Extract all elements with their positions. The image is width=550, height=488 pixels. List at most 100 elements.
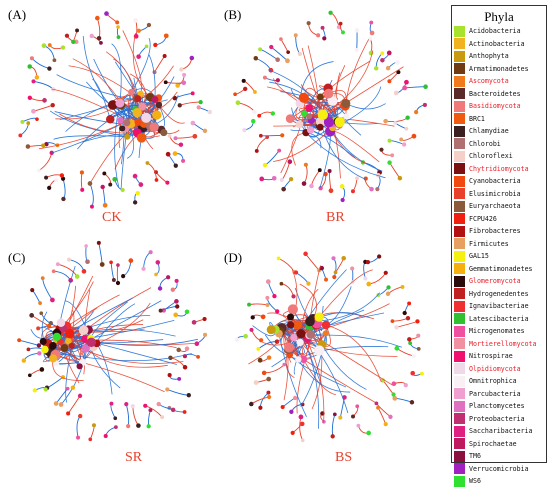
network-node bbox=[249, 402, 254, 407]
legend-item: Mortierellomycota bbox=[452, 338, 546, 351]
network-node bbox=[175, 304, 179, 308]
network-node bbox=[147, 424, 151, 428]
network-node bbox=[28, 373, 32, 377]
network-hub-node bbox=[307, 126, 314, 133]
network-node bbox=[145, 45, 149, 49]
network-node bbox=[420, 372, 424, 376]
network-edge bbox=[386, 118, 408, 122]
legend-label: Ascomycota bbox=[469, 77, 509, 85]
legend-item: Chloroflexi bbox=[452, 150, 546, 163]
network-edge bbox=[292, 133, 306, 166]
network-node bbox=[133, 200, 137, 204]
legend-swatch bbox=[454, 463, 465, 474]
network-node bbox=[282, 363, 286, 367]
legend-item: Cyanobacteria bbox=[452, 175, 546, 188]
legend-item: Glomeromycota bbox=[452, 275, 546, 288]
network-hub-node bbox=[57, 319, 65, 327]
network-node bbox=[379, 148, 383, 152]
network-node bbox=[100, 262, 105, 267]
network-node bbox=[329, 188, 334, 193]
network-node bbox=[412, 134, 417, 139]
panel-b-name: BR bbox=[326, 210, 345, 226]
network-edge bbox=[369, 273, 386, 284]
network-node bbox=[403, 311, 407, 315]
network-node bbox=[166, 152, 171, 157]
network-node bbox=[368, 37, 372, 41]
legend-swatch bbox=[454, 88, 465, 99]
network-edge bbox=[20, 123, 28, 135]
network-node bbox=[50, 298, 55, 303]
network-node bbox=[164, 80, 168, 84]
legend-swatch bbox=[454, 301, 465, 312]
network-node bbox=[370, 31, 375, 36]
legend-swatch bbox=[454, 401, 465, 412]
network-node bbox=[33, 388, 37, 392]
network-edge bbox=[91, 302, 128, 338]
network-node bbox=[128, 258, 133, 263]
network-node bbox=[104, 434, 108, 438]
network-node bbox=[117, 35, 121, 39]
legend-item: Elusimicrobia bbox=[452, 188, 546, 201]
network-edge bbox=[97, 18, 99, 38]
network-node bbox=[67, 258, 71, 262]
network-node bbox=[75, 274, 80, 279]
legend-item: Armatimonadetes bbox=[452, 63, 546, 76]
network-node bbox=[369, 187, 374, 192]
network-node bbox=[171, 287, 175, 291]
network-hub-node bbox=[335, 117, 345, 127]
legend-label: Firmicutes bbox=[469, 240, 509, 248]
legend-label: WS6 bbox=[469, 477, 481, 485]
network-node bbox=[398, 176, 403, 181]
network-edge bbox=[390, 163, 400, 179]
network-node bbox=[304, 163, 308, 167]
network-node bbox=[386, 292, 390, 296]
network-edge bbox=[331, 13, 339, 27]
network-node bbox=[110, 402, 114, 406]
legend-label: Armatimonadetes bbox=[469, 65, 529, 73]
network-edge bbox=[145, 406, 162, 417]
network-node bbox=[65, 34, 69, 38]
network-hub-node bbox=[296, 329, 305, 338]
legend-swatch bbox=[454, 163, 465, 174]
network-node bbox=[191, 91, 195, 95]
network-node bbox=[41, 276, 45, 280]
network-edge bbox=[43, 278, 53, 300]
network-edge bbox=[144, 252, 151, 269]
network-node bbox=[387, 51, 392, 56]
network-node bbox=[66, 411, 70, 415]
network-node bbox=[165, 387, 169, 391]
network-edge bbox=[376, 403, 390, 416]
legend-label: FCPU426 bbox=[469, 215, 497, 223]
network-node bbox=[156, 260, 161, 265]
network-node bbox=[404, 80, 409, 85]
legend-label: Cyanobacteria bbox=[469, 177, 521, 185]
network-node bbox=[408, 341, 412, 345]
network-edge bbox=[265, 151, 279, 166]
network-node bbox=[375, 187, 379, 191]
legend-item: GAL15 bbox=[452, 250, 546, 263]
network-hub-node bbox=[343, 113, 349, 119]
network-node bbox=[137, 29, 141, 33]
legend-item: Microgenomates bbox=[452, 325, 546, 338]
network-node bbox=[334, 270, 338, 274]
network-node bbox=[76, 436, 80, 440]
network-node bbox=[247, 303, 251, 307]
legend-item: Euryarchaeota bbox=[452, 200, 546, 213]
network-node bbox=[377, 254, 381, 258]
network-node bbox=[61, 45, 65, 49]
network-node bbox=[366, 260, 370, 264]
network-node bbox=[155, 178, 159, 182]
network-node bbox=[322, 36, 326, 40]
network-node bbox=[355, 28, 359, 32]
network-edge bbox=[300, 417, 303, 440]
network-node bbox=[31, 109, 36, 114]
network-node bbox=[133, 18, 138, 23]
network-node bbox=[37, 343, 41, 347]
network-panel bbox=[18, 11, 212, 208]
network-edge bbox=[298, 346, 388, 359]
legend-item: Actinobacteria bbox=[452, 38, 546, 51]
legend-label: Saccharibacteria bbox=[469, 427, 533, 435]
legend-item: Acidobacteria bbox=[452, 25, 546, 38]
legend-swatch bbox=[454, 38, 465, 49]
network-node bbox=[341, 30, 345, 34]
